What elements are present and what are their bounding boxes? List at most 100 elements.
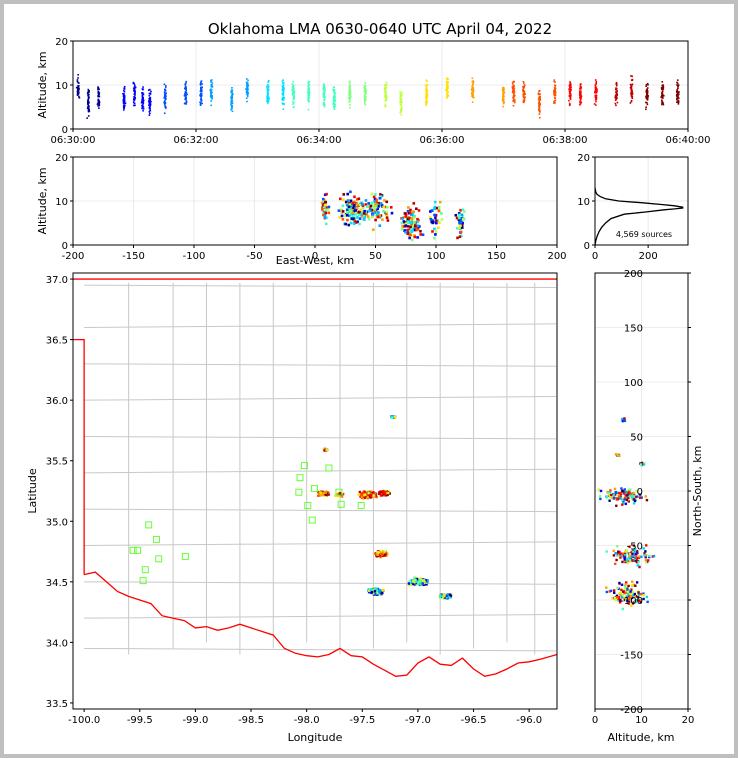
ew-height-source-point xyxy=(379,193,382,196)
time-height-source-point xyxy=(292,80,294,83)
ew-height-source-point xyxy=(411,229,414,232)
time-height-source-point xyxy=(661,103,663,106)
time-height-source-point xyxy=(349,86,351,89)
time-height-source-point xyxy=(399,109,402,112)
ns-height-source-point xyxy=(621,607,625,611)
time-height-source-point xyxy=(349,97,351,100)
time-height-source-point xyxy=(123,90,126,93)
ns-height-source-point xyxy=(636,564,639,567)
time-height-source-point xyxy=(511,91,514,93)
ew-height-source-point xyxy=(352,206,355,210)
ns-height-source-point xyxy=(612,493,616,496)
ew-height-source-point xyxy=(349,205,353,208)
ew-height-source-point xyxy=(371,215,374,219)
ew-height-source-point xyxy=(376,204,380,208)
lma-station-marker xyxy=(295,488,303,496)
time-height-source-point xyxy=(123,85,126,88)
ns-height-source-point xyxy=(623,584,627,588)
time-height-source-point xyxy=(645,83,648,86)
time-height-source-point xyxy=(426,80,429,83)
lma-station-marker xyxy=(155,555,163,563)
time-height-source-point xyxy=(293,91,295,94)
time-height-source-point xyxy=(267,81,270,83)
time-height-source-point xyxy=(569,81,571,83)
time-height-source-point xyxy=(282,98,285,100)
plan-view-xlabel: Longitude xyxy=(288,731,343,744)
time-height-source-point xyxy=(133,89,135,92)
time-height-source-point xyxy=(308,92,311,94)
time-height-source-point xyxy=(200,81,202,83)
time-height-source-point xyxy=(231,96,233,99)
time-height-source-point xyxy=(123,100,125,103)
time-height-source-point xyxy=(348,104,351,106)
ew-height-source-point xyxy=(362,212,366,215)
ew-height-source-point xyxy=(435,206,439,210)
time-height-source-point xyxy=(88,96,90,99)
plan-view-source-point xyxy=(363,490,366,493)
time-height-source-point xyxy=(445,87,448,90)
time-height-source-point xyxy=(308,100,311,102)
time-height-source-point xyxy=(333,108,336,111)
time-height-source-point xyxy=(149,93,152,95)
ns-height-source-point xyxy=(629,488,632,491)
time-height-source-point xyxy=(307,94,309,97)
time-height-source-point xyxy=(385,92,387,95)
time-height-source-point xyxy=(88,90,91,92)
ew-height-source-point xyxy=(437,209,441,213)
time-height-source-point xyxy=(97,90,100,93)
ew-height-source-point xyxy=(342,193,346,196)
ew-height-source-point xyxy=(438,221,441,224)
county-line xyxy=(84,581,556,585)
ew-height-source-point xyxy=(324,222,328,226)
plan-view-source-point xyxy=(376,587,380,591)
time-height-source-point xyxy=(201,102,203,105)
time-height-source-point xyxy=(631,90,633,92)
time-height-source-point xyxy=(267,102,269,104)
time-height-source-point xyxy=(425,79,428,82)
time-height-source-point xyxy=(281,84,284,87)
time-height-source-point xyxy=(199,104,202,106)
ns-height-source-point xyxy=(633,592,637,596)
time-height-source-point xyxy=(200,99,202,101)
ns-height-source-point xyxy=(628,545,631,548)
time-height-source-point xyxy=(333,91,335,93)
time-height-source-point xyxy=(661,96,664,98)
time-height-source-point xyxy=(308,94,310,97)
ew-height-y-tick-label: 20 xyxy=(55,153,68,164)
time-height-source-point xyxy=(148,100,150,103)
ew-height-source-point xyxy=(360,212,363,215)
time-height-source-point xyxy=(333,106,335,109)
time-height-source-point xyxy=(292,98,295,101)
time-height-source-point xyxy=(133,99,135,101)
ew-height-source-point xyxy=(411,210,414,213)
plan-view-x-tick-label: -96.5 xyxy=(461,715,487,726)
time-height-source-point xyxy=(307,97,309,100)
ns-height-source-point xyxy=(626,595,629,599)
ns-height-y-tick-label: 200 xyxy=(624,269,643,280)
time-height-source-point xyxy=(333,99,336,102)
time-height-source-point xyxy=(246,89,249,91)
time-height-source-point xyxy=(349,106,351,109)
ns-height-source-point xyxy=(631,496,634,499)
time-height-source-point xyxy=(472,90,475,92)
time-height-source-point xyxy=(538,106,541,109)
ns-height-source-point xyxy=(631,551,635,554)
plan-view-source-point xyxy=(368,490,372,493)
time-height-source-point xyxy=(568,84,571,87)
ns-height-source-point xyxy=(611,597,614,600)
time-height-source-point xyxy=(471,93,474,96)
time-height-source-point xyxy=(87,115,90,117)
time-height-source-point xyxy=(630,75,632,77)
time-height-source-point xyxy=(122,95,125,98)
time-height-source-point xyxy=(292,91,294,94)
time-height-source-point xyxy=(323,99,326,102)
ew-height-source-point xyxy=(355,198,359,201)
ew-height-source-point xyxy=(349,190,352,194)
time-height-source-point xyxy=(512,89,515,92)
ew-height-source-point xyxy=(416,226,420,230)
ew-height-source-point xyxy=(406,221,410,224)
ns-height-source-point xyxy=(599,489,603,493)
ns-height-source-point xyxy=(643,462,646,465)
time-height-source-point xyxy=(324,96,326,98)
ns-height-source-point xyxy=(618,454,621,457)
